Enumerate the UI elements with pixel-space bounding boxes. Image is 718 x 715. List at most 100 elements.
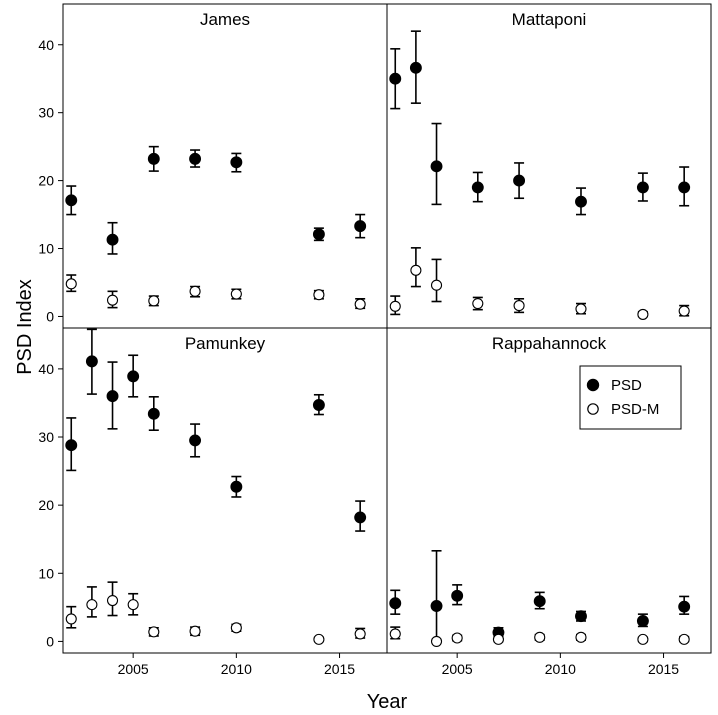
point-rappahannock-psd-2004	[430, 600, 443, 612]
point-mattaponi-psd-m-2006	[472, 297, 484, 310]
panel-mattaponi: Mattaponi	[386, 3, 712, 329]
y-tick-label-james-40: 40	[38, 37, 54, 53]
point-mattaponi-psd-2003	[409, 61, 422, 74]
legend: PSD PSD-M	[579, 365, 682, 430]
legend-psd-marker	[586, 378, 600, 392]
point-james-psd-m-2014	[313, 289, 325, 301]
point-james-psd-2004	[106, 233, 119, 246]
point-pamunkey-psd-2016	[354, 511, 367, 524]
point-rappahannock-psd-m-2009	[534, 631, 546, 643]
y-tick-label-pamunkey-0: 0	[46, 633, 54, 649]
point-mattaponi-psd-m-2016	[678, 305, 690, 317]
point-pamunkey-psd-m-2006	[148, 626, 160, 638]
point-mattaponi-psd-m-2003	[410, 264, 422, 276]
point-pamunkey-psd-2008	[189, 434, 202, 447]
point-mattaponi-psd-2014	[636, 181, 649, 194]
point-rappahannock-psd-m-2005	[451, 632, 463, 644]
point-pamunkey-psd-2010	[230, 480, 243, 493]
point-james-psd-2014	[312, 228, 325, 241]
point-mattaponi-psd-2016	[678, 181, 691, 194]
point-pamunkey-psd-2005	[127, 370, 140, 383]
point-james-psd-m-2002	[65, 278, 77, 290]
y-tick-label-james-30: 30	[38, 105, 54, 121]
point-james-psd-2016	[354, 220, 367, 233]
panel-frame-rappahannock	[386, 327, 712, 654]
x-tick-label-rappahannock-2005: 2005	[442, 661, 473, 677]
legend-frame	[579, 365, 682, 430]
point-rappahannock-psd-m-2011	[575, 631, 587, 643]
panel-title-mattaponi: Mattaponi	[512, 10, 587, 29]
panel-rappahannock: Rappahannock 2005 2010 2015	[386, 327, 712, 677]
point-rappahannock-psd-2005	[451, 589, 464, 602]
panel-title-rappahannock: Rappahannock	[492, 334, 607, 353]
point-mattaponi-psd-m-2011	[575, 303, 587, 315]
error-bar-rappahannock-psd-2004	[431, 549, 442, 641]
point-pamunkey-psd-m-2005	[127, 599, 139, 611]
point-pamunkey-psd-2004	[106, 390, 119, 403]
point-james-psd-m-2010	[230, 288, 242, 300]
point-rappahannock-psd-m-2007	[492, 633, 504, 645]
point-pamunkey-psd-m-2004	[106, 594, 119, 607]
point-rappahannock-psd-2014	[636, 615, 649, 627]
point-mattaponi-psd-m-2002	[389, 300, 401, 312]
point-rappahannock-psd-2016	[678, 600, 691, 613]
point-pamunkey-psd-2003	[85, 355, 98, 368]
point-james-psd-m-2004	[106, 294, 119, 306]
legend-psdm-marker	[587, 403, 599, 415]
y-axis-title: PSD Index	[14, 279, 36, 375]
x-tick-label-pamunkey-2010: 2010	[221, 661, 252, 677]
point-pamunkey-psd-m-2014	[313, 633, 325, 645]
legend-psdm-label: PSD-M	[611, 401, 659, 418]
panel-pamunkey: Pamunkey 0 10 20 30 40 2005 2010 2015	[38, 327, 388, 677]
point-pamunkey-psd-m-2008	[189, 625, 201, 637]
point-pamunkey-psd-m-2010	[230, 622, 242, 634]
y-tick-label-pamunkey-30: 30	[38, 429, 54, 445]
point-james-psd-2006	[147, 152, 160, 165]
point-mattaponi-psd-m-2008	[513, 300, 525, 312]
panel-james: James 0 10 20 30 40	[38, 3, 388, 329]
point-rappahannock-psd-m-2016	[678, 633, 690, 645]
legend-psd-label: PSD	[611, 377, 642, 394]
y-tick-label-james-10: 10	[38, 241, 54, 257]
x-tick-label-pamunkey-2015: 2015	[324, 661, 355, 677]
point-james-psd-2002	[65, 194, 78, 207]
point-mattaponi-psd-2011	[575, 195, 587, 208]
y-tick-label-james-20: 20	[38, 173, 54, 189]
y-tick-label-pamunkey-40: 40	[38, 361, 54, 377]
panel-title-pamunkey: Pamunkey	[185, 334, 266, 353]
y-tick-label-pamunkey-10: 10	[38, 565, 54, 581]
point-mattaponi-psd-m-2004	[430, 279, 443, 291]
point-mattaponi-psd-2002	[389, 72, 402, 85]
point-mattaponi-psd-2008	[513, 174, 526, 187]
point-mattaponi-psd-2004	[430, 160, 443, 173]
panel-frame-james	[62, 3, 388, 329]
point-james-psd-2008	[189, 152, 202, 165]
point-pamunkey-psd-2006	[147, 407, 160, 420]
point-pamunkey-psd-m-2016	[354, 628, 366, 640]
point-rappahannock-psd-2002	[389, 597, 402, 610]
point-pamunkey-psd-m-2003	[86, 599, 98, 611]
point-mattaponi-psd-m-2014	[637, 308, 649, 320]
point-rappahannock-psd-m-2002	[389, 628, 401, 640]
point-pamunkey-psd-2014	[312, 399, 325, 411]
y-tick-label-pamunkey-20: 20	[38, 497, 54, 513]
point-pamunkey-psd-m-2002	[65, 613, 77, 625]
point-james-psd-m-2006	[148, 295, 160, 307]
x-tick-label-rappahannock-2010: 2010	[545, 661, 576, 677]
y-tick-label-james-0: 0	[46, 308, 54, 324]
point-rappahannock-psd-2009	[533, 595, 546, 608]
point-pamunkey-psd-2002	[65, 439, 78, 452]
point-rappahannock-psd-2011	[575, 610, 587, 623]
point-james-psd-2010	[230, 156, 243, 169]
panel-title-james: James	[200, 10, 250, 29]
panels-layer: James 0 10 20 30 40 Mattaponi Pamunkey 0 10 20 30 40…	[38, 3, 712, 677]
point-james-psd-m-2008	[189, 285, 201, 297]
point-rappahannock-psd-m-2014	[637, 633, 649, 645]
point-james-psd-m-2016	[354, 298, 366, 310]
point-rappahannock-psd-m-2004	[430, 635, 443, 647]
point-mattaponi-psd-2006	[471, 181, 484, 194]
x-tick-label-rappahannock-2015: 2015	[648, 661, 679, 677]
x-tick-label-pamunkey-2005: 2005	[118, 661, 149, 677]
x-axis-title: Year	[367, 691, 408, 713]
